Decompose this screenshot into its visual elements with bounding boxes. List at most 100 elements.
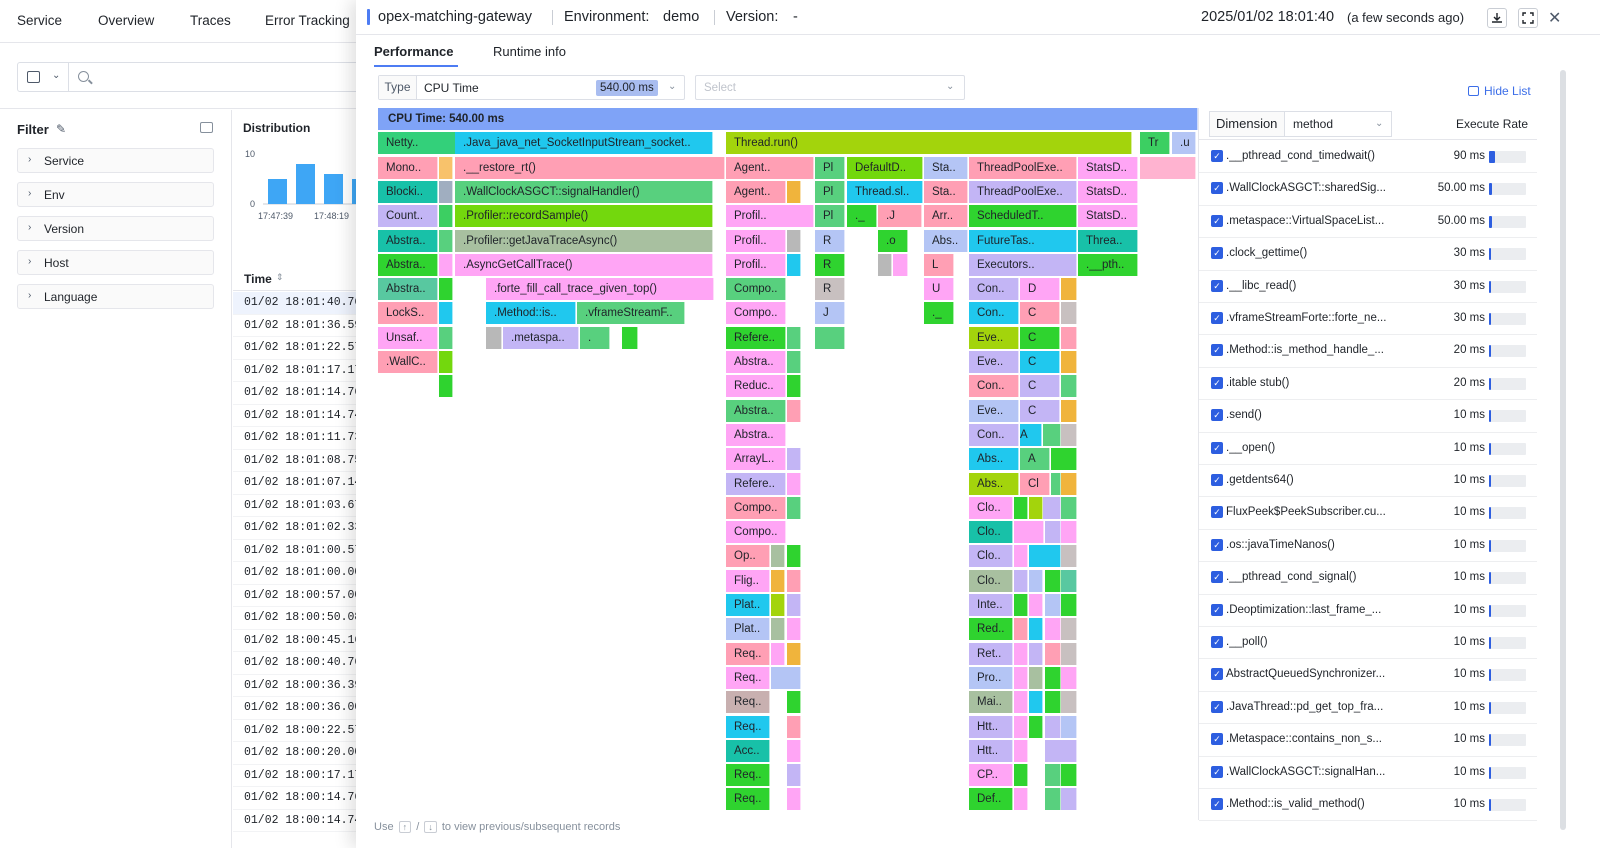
flame-frame[interactable] [1061, 375, 1077, 398]
flame-frame[interactable] [787, 326, 801, 349]
table-row[interactable]: 01/02 18:01:08.75 [233, 450, 363, 472]
flame-frame[interactable] [787, 496, 801, 519]
flame-frame[interactable]: Eve.. [969, 351, 1019, 373]
flame-frame[interactable]: Plat.. [726, 594, 770, 616]
flame-frame[interactable] [1061, 399, 1077, 422]
flame-frame[interactable]: Clo.. [969, 545, 1013, 568]
table-row[interactable]: 01/02 18:00:14.74 [233, 810, 363, 832]
checkbox[interactable]: ✓ [1211, 247, 1223, 260]
scrollbar[interactable] [1560, 70, 1566, 830]
flame-frame[interactable]: ScheduledT.. [969, 205, 1077, 228]
checkbox[interactable]: ✓ [1211, 409, 1223, 422]
table-row[interactable]: 01/02 18:00:17.17 [233, 765, 363, 787]
flame-frame[interactable]: Pl [815, 180, 845, 203]
flame-frame[interactable] [1029, 594, 1043, 616]
flame-frame[interactable]: .AsyncGetCallTrace() [455, 253, 713, 276]
table-row[interactable]: 01/02 18:01:00.57 [233, 540, 363, 562]
table-row[interactable]: 01/02 18:01:17.17 [233, 360, 363, 382]
fullscreen-icon[interactable] [1518, 8, 1538, 28]
flame-frame[interactable] [771, 666, 801, 689]
flame-frame[interactable]: .__restore_rt() [455, 156, 725, 179]
filter-item-version[interactable]: › Version [17, 216, 214, 241]
flame-frame[interactable]: Abs.. [924, 229, 968, 252]
flame-frame[interactable]: C [1020, 375, 1060, 398]
flame-frame[interactable]: Executors.. [969, 253, 1077, 276]
flame-frame[interactable] [622, 326, 638, 349]
checkbox[interactable]: ✓ [1211, 312, 1223, 324]
list-item[interactable]: ✓ .Method::is_valid_method() 10 ms [1199, 789, 1537, 822]
checkbox[interactable]: ✓ [1211, 733, 1223, 746]
flame-frame[interactable]: .Method::is.. [486, 302, 576, 325]
flame-frame[interactable] [787, 229, 801, 252]
flame-frame[interactable]: Pl [815, 205, 845, 228]
list-item[interactable]: ✓ .__poll() 10 ms [1199, 627, 1537, 660]
flame-frame[interactable]: Unsaf.. [378, 326, 438, 349]
flame-frame[interactable]: Compo.. [726, 278, 786, 301]
flame-frame[interactable]: .J [878, 205, 922, 228]
flame-frame[interactable] [1045, 521, 1061, 544]
flame-frame[interactable]: .u [1172, 132, 1196, 155]
checkbox[interactable]: ✓ [1211, 474, 1223, 486]
flame-frame[interactable] [1061, 715, 1077, 738]
flame-frame[interactable]: Thread.sl.. [847, 180, 923, 203]
flame-frame[interactable] [439, 253, 453, 276]
table-row[interactable]: 01/02 18:01:11.73 [233, 427, 363, 450]
flame-frame[interactable] [1029, 569, 1043, 592]
flame-frame[interactable]: Profil.. [726, 205, 814, 228]
flame-frame[interactable] [439, 278, 453, 301]
tab-runtime-info[interactable]: Runtime info [493, 44, 566, 59]
list-item[interactable]: ✓ .Deoptimization::last_frame_... 10 ms [1199, 595, 1537, 627]
flame-frame[interactable]: Agent.. [726, 180, 786, 203]
time-list-header[interactable]: Time ⇕ [233, 265, 363, 291]
flame-frame[interactable] [893, 253, 908, 276]
flame-frame[interactable]: Op.. [726, 545, 770, 568]
view-selector[interactable]: ⌄ [17, 62, 69, 92]
checkbox[interactable]: ✓ [1211, 538, 1223, 551]
flame-frame[interactable]: Thread.run() [726, 132, 1132, 155]
nav-error-tracking[interactable]: Error Tracking [265, 13, 350, 28]
flame-frame[interactable]: Blocki.. [378, 180, 438, 203]
flame-frame[interactable]: Con.. [969, 423, 1019, 446]
flame-frame[interactable]: ._ [847, 205, 877, 228]
flame-frame[interactable] [1061, 326, 1077, 349]
flame-frame[interactable]: Eve.. [969, 326, 1019, 349]
flame-frame[interactable]: Compo.. [726, 496, 786, 519]
table-row[interactable]: 01/02 18:01:14.76 [233, 382, 363, 405]
flame-frame[interactable] [771, 642, 785, 665]
flame-frame[interactable] [439, 351, 453, 373]
checkbox[interactable]: ✓ [1211, 279, 1223, 292]
flame-frame[interactable]: Req.. [726, 788, 770, 811]
flame-frame[interactable]: .WallClockASGCT::signalHandler() [455, 180, 713, 203]
flame-frame[interactable]: StatsD.. [1078, 205, 1138, 228]
list-item[interactable]: ✓ .send() 10 ms [1199, 400, 1537, 433]
flame-frame[interactable]: Cl [1020, 472, 1050, 495]
flame-frame[interactable] [486, 326, 502, 349]
flame-frame[interactable]: Arr.. [924, 205, 968, 228]
table-row[interactable]: 01/02 18:01:36.59 [233, 315, 363, 337]
checkbox[interactable]: ✓ [1211, 441, 1223, 454]
flame-frame[interactable]: L [924, 253, 954, 276]
table-row[interactable]: 01/02 18:00:36.39 [233, 675, 363, 697]
flame-frame[interactable]: .Java_java_net_SocketInputStream_socket.… [455, 132, 713, 155]
flame-frame[interactable] [439, 375, 453, 398]
flame-frame[interactable] [1029, 545, 1061, 568]
flame-frame[interactable] [1014, 691, 1028, 714]
checkbox[interactable]: ✓ [1211, 603, 1223, 616]
flame-frame[interactable]: Tr [1140, 132, 1170, 155]
list-item[interactable]: ✓ .__pthread_cond_timedwait() 90 ms [1199, 141, 1537, 174]
flame-frame[interactable]: Refere.. [726, 472, 786, 495]
distribution-bar[interactable] [268, 179, 287, 204]
flame-frame[interactable] [1045, 642, 1061, 665]
flame-frame[interactable] [1061, 788, 1077, 811]
edit-icon[interactable]: ✎ [56, 122, 67, 136]
flame-frame[interactable] [439, 229, 453, 252]
flame-frame[interactable] [1061, 618, 1077, 641]
type-select[interactable]: Type CPU Time 540.00 ms ⌄ [378, 75, 685, 100]
list-item[interactable]: ✓ .__pthread_cond_signal() 10 ms [1199, 562, 1537, 595]
table-row[interactable]: 01/02 18:00:40.76 [233, 652, 363, 675]
flame-frame[interactable] [787, 788, 801, 811]
flame-frame[interactable] [1061, 545, 1077, 568]
flame-frame[interactable] [1014, 594, 1028, 616]
flame-frame[interactable] [787, 448, 801, 471]
flame-frame[interactable]: ArrayL.. [726, 448, 786, 471]
